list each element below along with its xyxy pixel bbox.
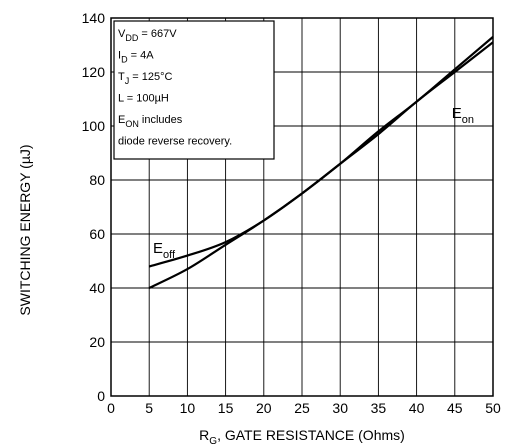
curve-labels: Eoff Eon — [153, 105, 474, 261]
y-axis-label: SWITCHING ENERGY (µJ) — [17, 144, 33, 315]
x-tick-label: 40 — [409, 400, 425, 416]
conditions-box-frame — [113, 20, 275, 160]
x-tick-label: 15 — [218, 400, 234, 416]
plot-frame — [110, 17, 494, 397]
x-axis-label: RG, GATE RESISTANCE (Ohms) — [199, 427, 405, 444]
y-tick-label: 80 — [89, 172, 105, 188]
y-tick-label: 60 — [89, 226, 105, 242]
x-tick-label: 10 — [180, 400, 196, 416]
y-tick-label: 20 — [89, 334, 105, 350]
curves — [148, 36, 494, 289]
condition-line: ID = 4A — [118, 50, 154, 65]
x-tick-label: 30 — [332, 400, 348, 416]
x-tick-label: 0 — [107, 400, 115, 416]
condition-line: VDD = 667V — [118, 28, 177, 43]
conditions-box: VDD = 667V ID = 4A TJ = 125°C L = 100µH EON … — [113, 20, 275, 160]
x-tick-label: 5 — [145, 400, 153, 416]
y-tick-labels: 0 20 40 60 80 100 120 140 — [82, 10, 106, 404]
condition-line: diode reverse recovery. — [118, 136, 232, 148]
x-tick-labels: 0 5 10 15 20 25 30 35 40 45 50 — [107, 400, 501, 416]
grid-lines — [111, 18, 493, 396]
condition-line: L = 100µH — [118, 93, 169, 105]
x-tick-label: 25 — [294, 400, 310, 416]
x-tick-label: 20 — [256, 400, 272, 416]
series-line-e-on — [148, 36, 494, 289]
y-tick-label: 100 — [82, 118, 106, 134]
curve-label-off: Eoff — [153, 240, 176, 261]
condition-line: TJ = 125°C — [118, 71, 173, 86]
condition-line: EON includes — [118, 114, 183, 129]
y-tick-label: 140 — [82, 10, 106, 26]
y-tick-label: 40 — [89, 280, 105, 296]
x-tick-label: 35 — [371, 400, 387, 416]
curve-label-on: Eon — [452, 105, 474, 126]
x-tick-label: 50 — [485, 400, 501, 416]
y-tick-label: 120 — [82, 64, 106, 80]
x-tick-label: 45 — [447, 400, 463, 416]
y-tick-label: 0 — [97, 388, 105, 404]
